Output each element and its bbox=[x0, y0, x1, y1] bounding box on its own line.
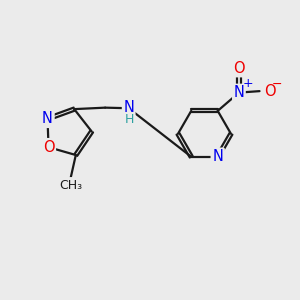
Text: CH₃: CH₃ bbox=[59, 178, 82, 192]
Text: +: + bbox=[242, 77, 253, 90]
Text: N: N bbox=[233, 85, 244, 100]
Text: N: N bbox=[42, 111, 53, 126]
Text: O: O bbox=[43, 140, 54, 155]
Text: O: O bbox=[233, 61, 245, 76]
Text: N: N bbox=[123, 100, 134, 115]
Text: −: − bbox=[272, 78, 283, 91]
Text: O: O bbox=[264, 84, 276, 99]
Text: N: N bbox=[212, 149, 223, 164]
Text: H: H bbox=[124, 113, 134, 126]
